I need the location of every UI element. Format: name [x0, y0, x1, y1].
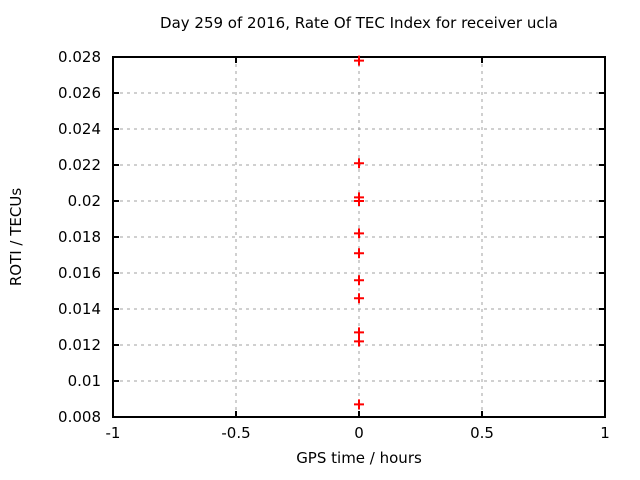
x-tick-label: -1 — [106, 424, 121, 442]
data-point-marker — [354, 336, 364, 347]
y-tick-label: 0.014 — [58, 300, 101, 318]
y-tick-label: 0.008 — [58, 408, 101, 426]
y-tick-label: 0.028 — [58, 48, 101, 66]
y-tick-label: 0.026 — [58, 84, 101, 102]
y-tick-label: 0.024 — [58, 120, 101, 138]
chart-title: Day 259 of 2016, Rate Of TEC Index for r… — [160, 14, 558, 32]
data-point-marker — [354, 196, 364, 206]
data-point-marker — [354, 158, 364, 169]
data-point-marker — [354, 248, 364, 259]
x-tick-label: 0 — [354, 424, 364, 442]
data-point-marker — [354, 275, 364, 286]
x-tick-label: 1 — [600, 424, 610, 442]
y-tick-label: 0.016 — [58, 264, 101, 282]
y-tick-label: 0.01 — [68, 372, 101, 390]
data-point-marker — [354, 293, 364, 304]
x-axis-label: GPS time / hours — [296, 449, 422, 467]
x-tick-label: -0.5 — [221, 424, 250, 442]
data-point-marker — [354, 399, 364, 410]
data-point-marker — [354, 327, 364, 338]
y-tick-label: 0.012 — [58, 336, 101, 354]
y-tick-label: 0.022 — [58, 156, 101, 174]
y-axis-label: ROTI / TECUs — [7, 187, 25, 287]
data-point-marker — [354, 228, 364, 239]
y-tick-label: 0.018 — [58, 228, 101, 246]
y-tick-label: 0.02 — [68, 192, 101, 210]
x-tick-label: 0.5 — [470, 424, 494, 442]
data-point-marker — [354, 55, 364, 66]
